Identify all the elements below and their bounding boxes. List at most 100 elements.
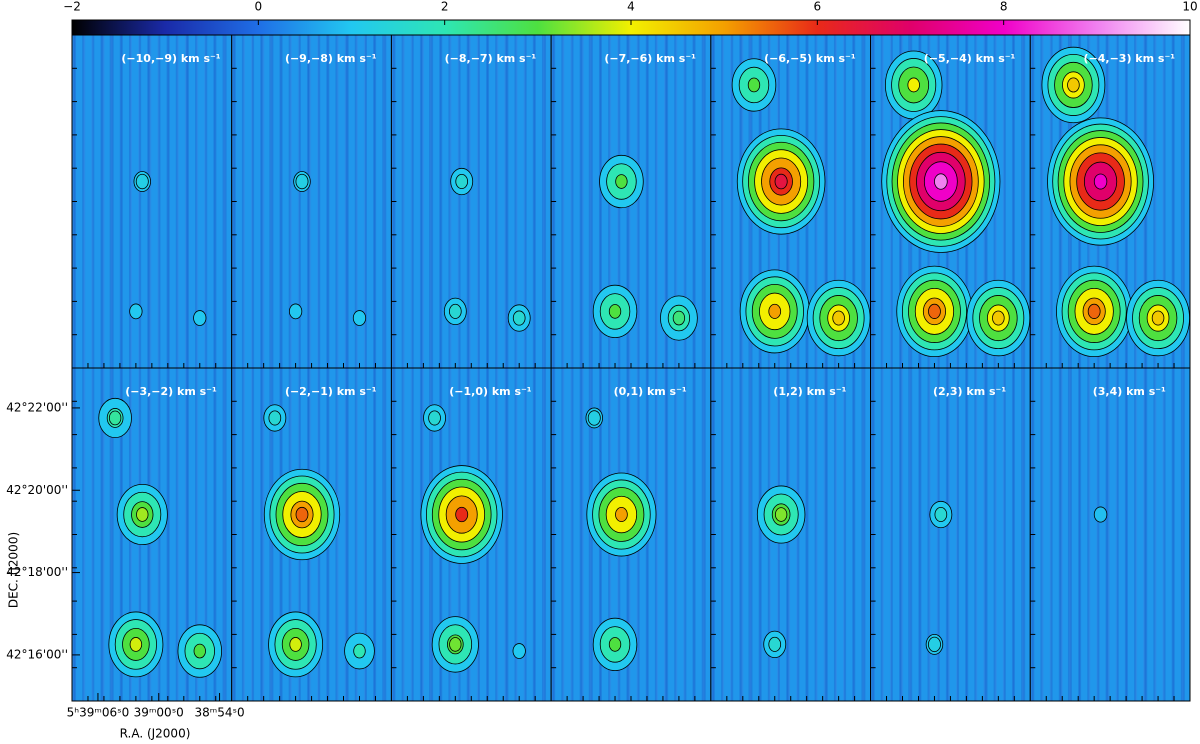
noise [693,35,696,368]
noise [666,368,669,701]
noise [166,368,169,701]
contour [136,507,149,522]
noise [1041,35,1044,368]
noise [354,35,357,368]
contour [289,637,302,652]
noise [571,368,574,701]
panel-background [72,35,232,368]
noise [994,368,997,701]
noise [336,35,339,368]
noise [401,368,404,701]
noise [138,35,141,368]
noise [1011,35,1014,368]
colorbar-tick-label: 8 [1000,0,1008,14]
noise [1172,368,1175,701]
noise [109,368,112,701]
noise [863,368,866,701]
noise [825,35,828,368]
panel-label: (−5,−4) km s⁻¹ [924,52,1016,65]
noise [750,368,753,701]
noise [881,368,884,701]
noise [402,35,405,368]
x-tick-label: 38ᵐ54ˢ0 [194,706,244,720]
noise [590,35,593,368]
noise [1041,368,1044,701]
noise [965,368,968,701]
noise [373,35,376,368]
noise [571,35,574,368]
noise [843,368,846,701]
noise [242,368,245,701]
noise [701,368,704,701]
noise [344,368,347,701]
noise [410,368,413,701]
noise [703,35,706,368]
noise [740,368,743,701]
noise [532,368,535,701]
noise [175,368,178,701]
noise [364,368,367,701]
panel: (−2,−1) km s⁻¹ [231,367,392,702]
noise [213,35,216,368]
emission [116,483,168,546]
noise [654,368,657,701]
noise [1002,368,1005,701]
noise [261,35,264,368]
emission [108,611,164,678]
noise [1171,35,1174,368]
panel-label: (−8,−7) km s⁻¹ [445,52,537,65]
emission [507,304,531,332]
contour [615,174,628,189]
noise [111,368,114,701]
noise [419,35,422,368]
emission [512,643,526,659]
noise [224,35,227,368]
noise [101,35,104,368]
noise [588,35,591,368]
noise [224,368,227,701]
noise [655,368,658,701]
noise [223,35,226,368]
noise [158,35,161,368]
noise [1145,368,1148,701]
noise [504,368,507,701]
panel: (−9,−8) km s⁻¹ [231,34,392,369]
contour [615,507,628,523]
noise [1087,368,1090,701]
noise [862,368,865,701]
noise [692,35,695,368]
noise [1022,35,1025,368]
contour [1087,303,1101,319]
emission [193,310,207,326]
noise [382,35,385,368]
panel-label: (3,4) km s⁻¹ [1093,385,1166,398]
contour [1151,310,1165,326]
emission [177,624,223,678]
noise [345,368,348,701]
noise [1115,368,1118,701]
noise [1107,368,1110,701]
noise [599,35,602,368]
noise [919,368,922,701]
noise [532,35,535,368]
noise [824,368,827,701]
noise [384,368,387,701]
contour [672,310,686,326]
noise [1182,368,1185,701]
noise [524,35,527,368]
noise [899,368,902,701]
colorbar-tick-label: 10 [1182,0,1197,14]
noise [102,35,105,368]
noise [288,35,291,368]
noise [675,35,678,368]
noise [533,35,536,368]
noise [880,368,883,701]
noise [806,368,809,701]
noise [119,368,122,701]
emission [1093,506,1108,523]
emission [352,310,367,326]
noise [666,35,669,368]
noise [1059,368,1062,701]
noise [975,368,978,701]
noise [1143,368,1146,701]
